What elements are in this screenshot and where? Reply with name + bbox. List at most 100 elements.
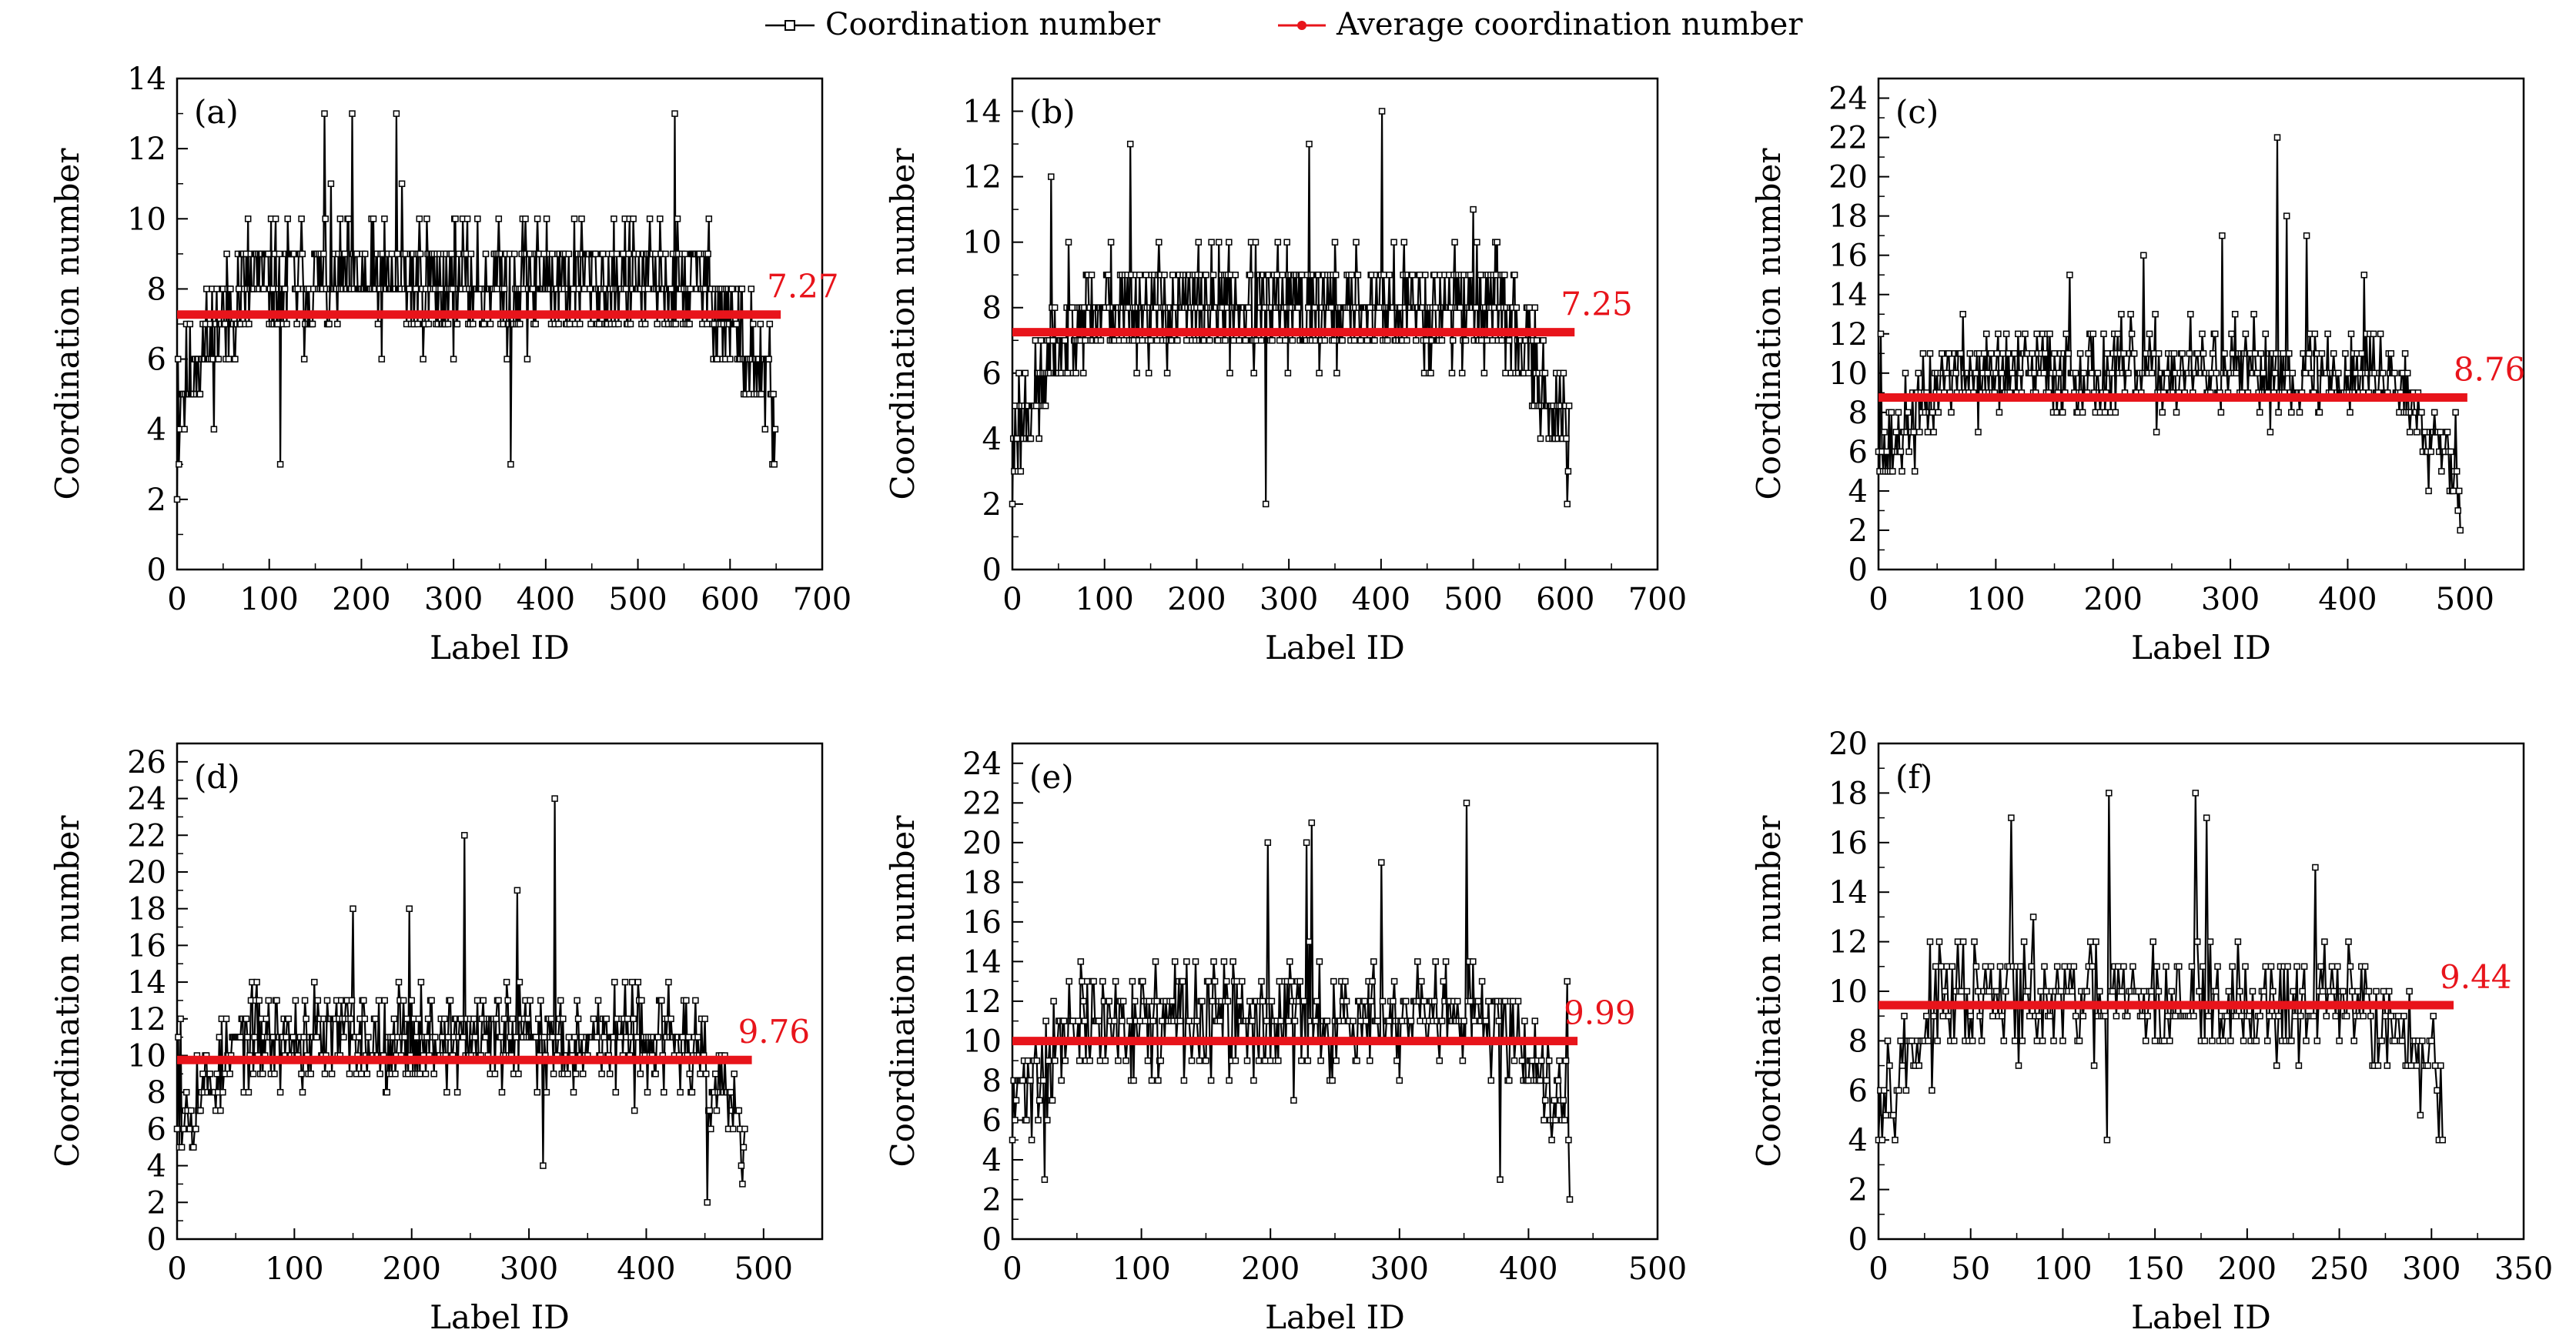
data-point bbox=[2270, 987, 2277, 995]
data-point bbox=[646, 215, 654, 222]
data-point bbox=[1209, 271, 1217, 279]
y-tick-label: 14 bbox=[1828, 875, 1868, 910]
data-point bbox=[2295, 1062, 2303, 1069]
data-point bbox=[2017, 369, 2024, 377]
data-point bbox=[2029, 914, 2037, 920]
data-point bbox=[2361, 963, 2369, 971]
data-point bbox=[1467, 271, 1474, 279]
y-tick-label: 0 bbox=[147, 1222, 166, 1258]
data-point bbox=[1250, 1077, 1257, 1084]
data-point bbox=[299, 1088, 306, 1096]
series-markers bbox=[173, 110, 779, 503]
data-point bbox=[1065, 239, 1072, 246]
data-point bbox=[1908, 1037, 1915, 1044]
data-point bbox=[1485, 997, 1492, 1005]
data-point bbox=[1905, 448, 1912, 456]
data-point bbox=[422, 1071, 430, 1077]
data-point bbox=[341, 250, 349, 258]
data-point bbox=[625, 250, 632, 258]
data-point bbox=[665, 978, 672, 986]
data-point bbox=[1393, 1057, 1400, 1064]
data-point bbox=[1911, 468, 1919, 475]
data-point bbox=[657, 215, 664, 222]
y-tick-label: 4 bbox=[982, 422, 1002, 457]
data-point bbox=[535, 1015, 542, 1023]
data-point bbox=[1037, 337, 1045, 344]
data-point bbox=[392, 1071, 399, 1077]
data-point bbox=[2427, 448, 2434, 456]
data-point bbox=[1409, 271, 1416, 279]
data-point bbox=[360, 997, 367, 1004]
data-point bbox=[491, 1071, 499, 1077]
data-point bbox=[1131, 997, 1139, 1005]
data-point bbox=[1153, 337, 1161, 344]
data-point bbox=[323, 997, 331, 1004]
data-point bbox=[1948, 409, 1955, 416]
data-point bbox=[2289, 369, 2297, 377]
data-point bbox=[2173, 409, 2180, 416]
data-point bbox=[2317, 963, 2324, 971]
data-point bbox=[2186, 350, 2193, 357]
data-point bbox=[2425, 487, 2432, 495]
data-point bbox=[350, 905, 356, 912]
x-tick-label: 200 bbox=[1241, 1251, 1300, 1287]
data-point bbox=[1273, 271, 1280, 279]
data-point bbox=[453, 320, 461, 328]
data-point bbox=[283, 320, 290, 328]
data-point bbox=[1877, 330, 1885, 338]
data-point bbox=[1402, 997, 1410, 1005]
data-point bbox=[749, 320, 757, 328]
data-point bbox=[345, 215, 352, 222]
data-point bbox=[1552, 1117, 1559, 1124]
data-point bbox=[2438, 468, 2445, 475]
data-point bbox=[627, 320, 634, 328]
data-point bbox=[2266, 1012, 2273, 1020]
y-tick-label: 6 bbox=[982, 1103, 1002, 1138]
data-point bbox=[770, 390, 777, 398]
data-point bbox=[1088, 271, 1096, 279]
data-point bbox=[381, 215, 388, 222]
data-point bbox=[1541, 369, 1549, 377]
data-point bbox=[1327, 304, 1335, 311]
y-tick-label: 8 bbox=[982, 291, 1002, 326]
data-point bbox=[1330, 977, 1337, 985]
data-point bbox=[1343, 997, 1350, 1005]
data-point bbox=[2130, 350, 2138, 357]
data-point bbox=[2385, 987, 2393, 995]
data-point bbox=[1551, 1097, 1558, 1104]
data-point bbox=[1147, 337, 1154, 344]
data-point bbox=[1246, 271, 1254, 279]
data-point bbox=[2213, 369, 2220, 377]
data-point bbox=[662, 250, 669, 258]
data-point bbox=[537, 997, 544, 1004]
data-point bbox=[1180, 1077, 1188, 1084]
data-point bbox=[2066, 271, 2073, 279]
data-point bbox=[197, 1107, 204, 1114]
data-point bbox=[1438, 337, 1446, 344]
data-point bbox=[299, 250, 306, 258]
data-point bbox=[1126, 1017, 1133, 1024]
data-point bbox=[1929, 409, 1936, 416]
data-point bbox=[2125, 369, 2132, 377]
data-point bbox=[2205, 1012, 2212, 1020]
data-point bbox=[1930, 1012, 1938, 1020]
data-point bbox=[1950, 1037, 1958, 1044]
data-point bbox=[186, 320, 194, 328]
data-point bbox=[1126, 140, 1134, 148]
data-point bbox=[1460, 1017, 1467, 1024]
data-point bbox=[1139, 337, 1146, 344]
data-point bbox=[2374, 1062, 2382, 1069]
x-axis-title: Label ID bbox=[430, 629, 570, 666]
data-point bbox=[1386, 271, 1393, 279]
data-point bbox=[1531, 304, 1539, 311]
data-point bbox=[463, 215, 471, 222]
data-point bbox=[738, 1162, 745, 1169]
data-point bbox=[740, 1144, 748, 1151]
data-point bbox=[1892, 1136, 1899, 1144]
data-point bbox=[1924, 429, 1932, 436]
x-tick-label: 0 bbox=[167, 582, 186, 617]
y-tick-label: 8 bbox=[147, 1075, 166, 1111]
data-point bbox=[727, 356, 734, 362]
chart-panel-a: 0 2 4 6 8 10 12 14 0 100 200 300 400 500 600 700 Label I… bbox=[49, 62, 851, 666]
data-point bbox=[534, 215, 541, 222]
